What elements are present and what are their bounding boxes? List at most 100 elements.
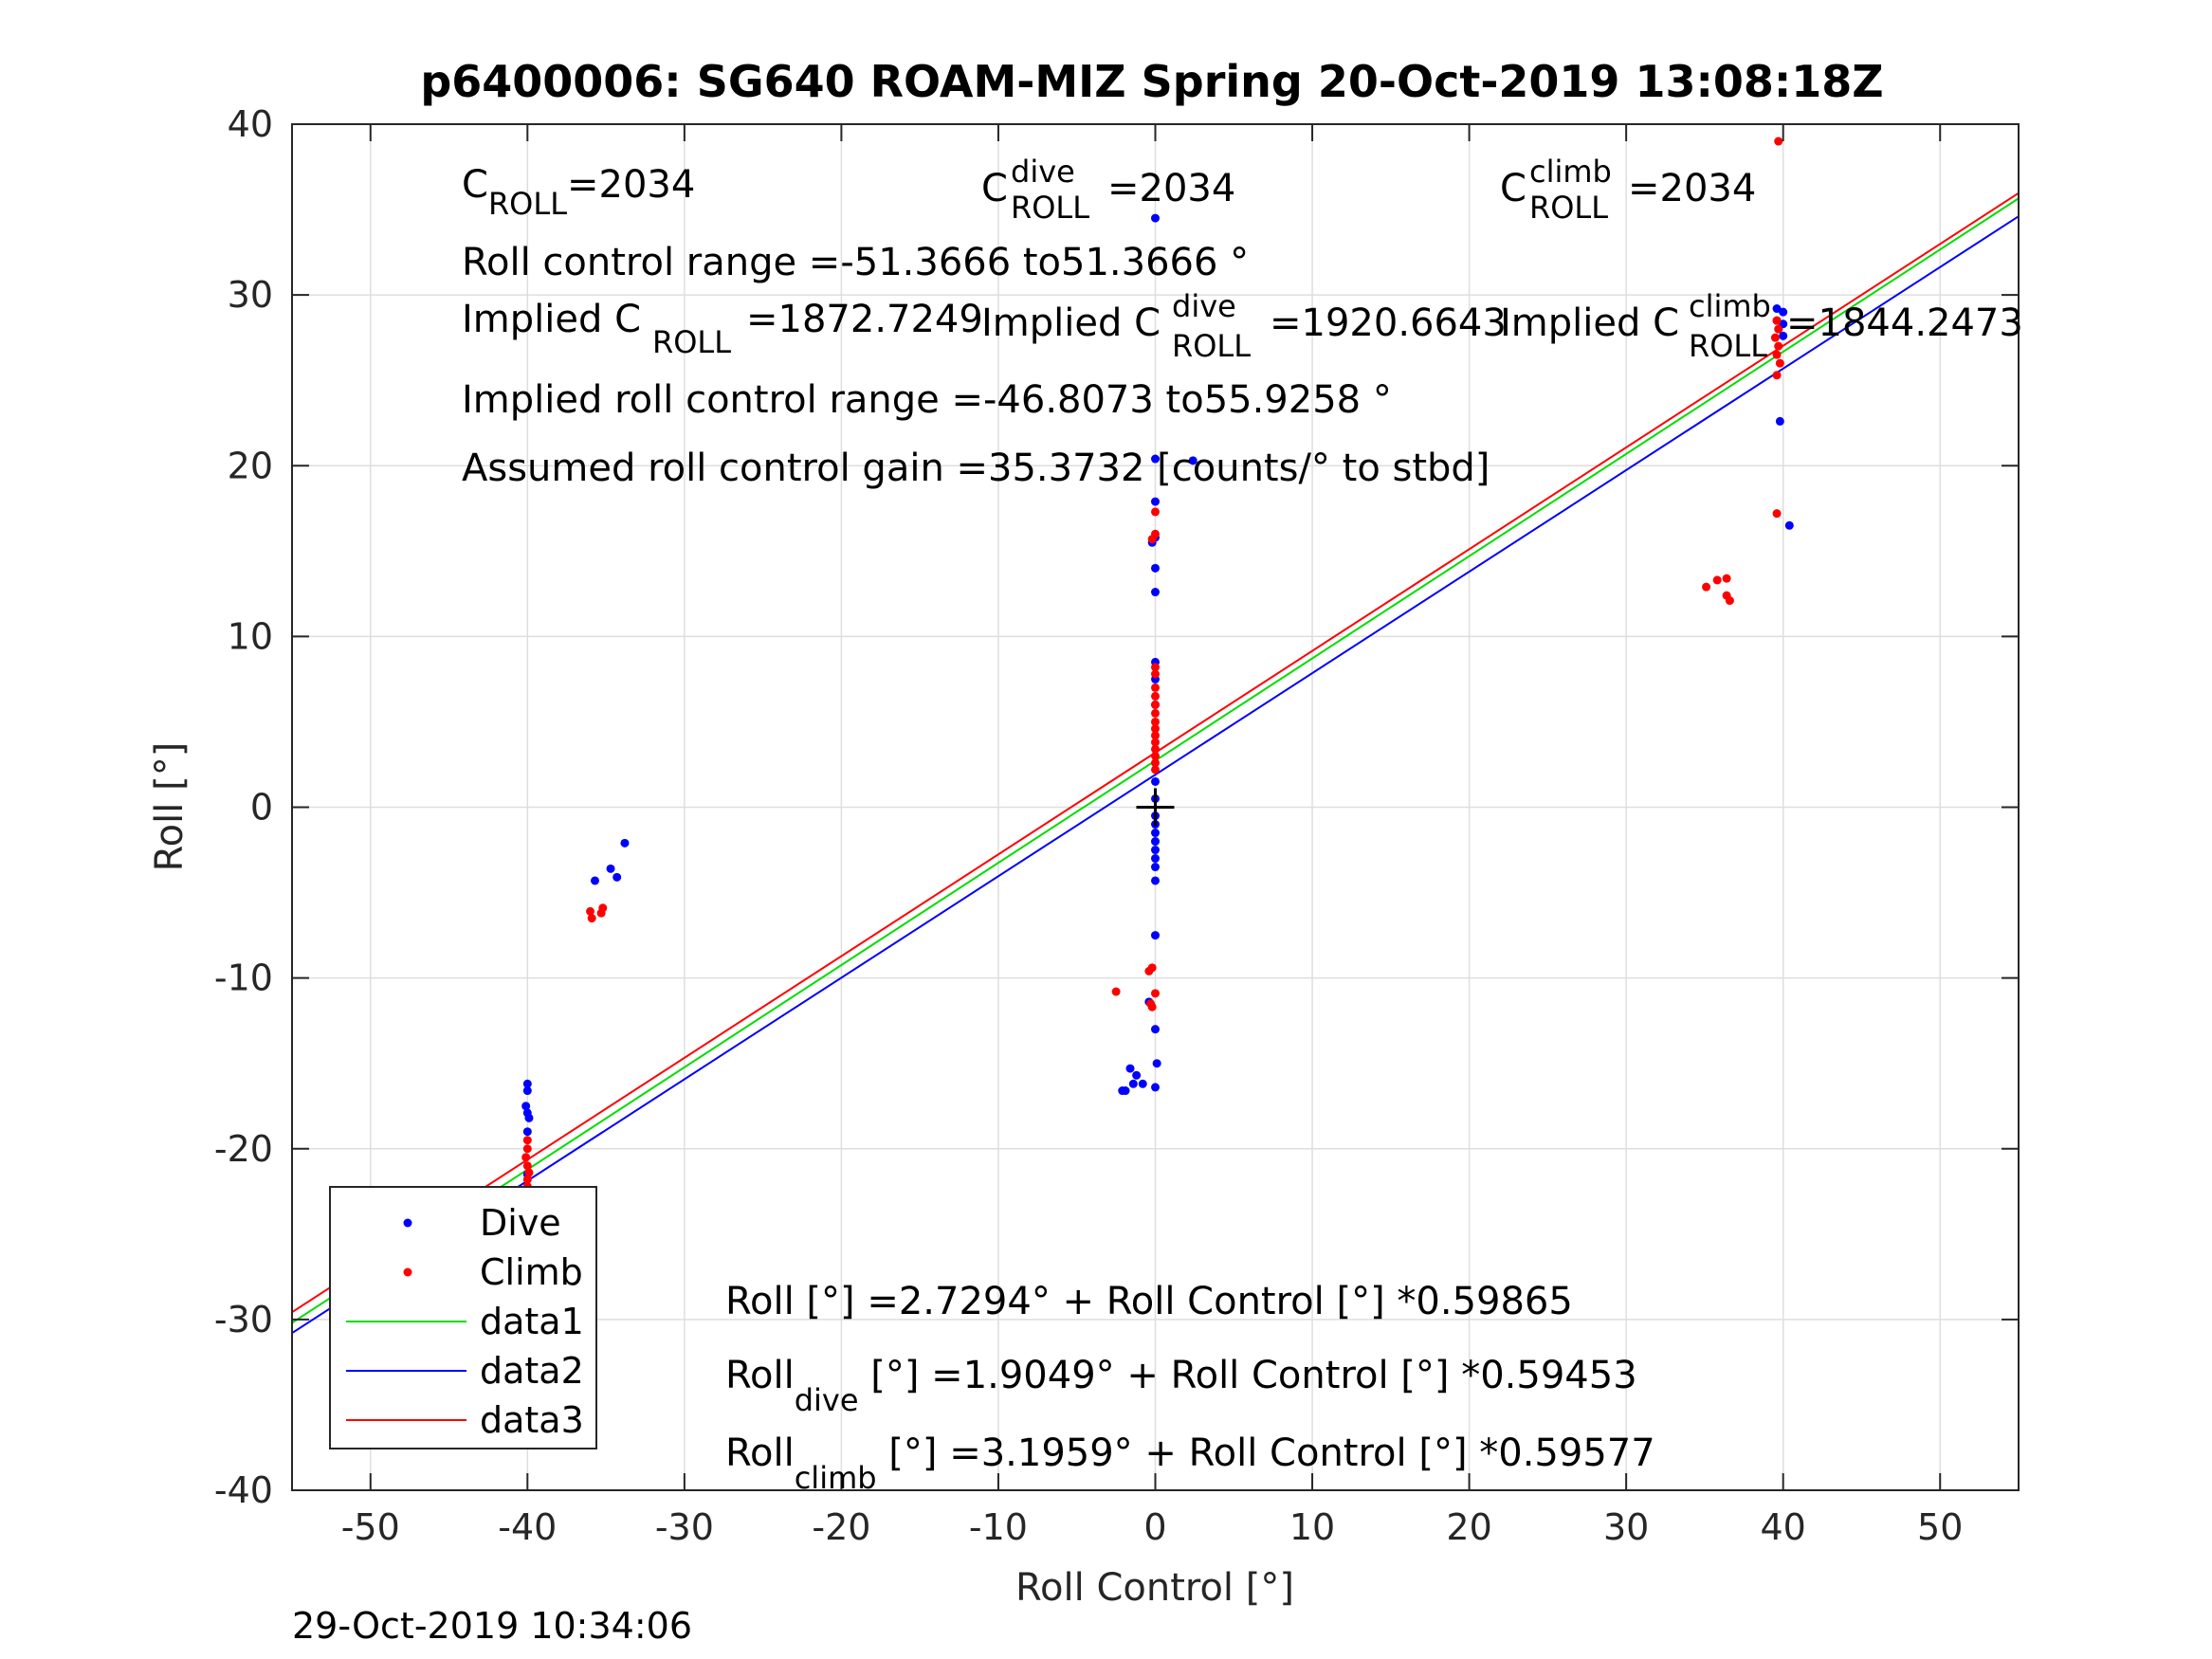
climb-point xyxy=(1772,509,1782,519)
climb-point xyxy=(1151,989,1160,998)
climb-point xyxy=(1774,341,1783,351)
dive-point xyxy=(521,1102,531,1111)
dive-point xyxy=(522,1127,532,1137)
climb-point xyxy=(1147,535,1157,544)
legend-label: Dive xyxy=(480,1202,561,1244)
climb-point xyxy=(1770,333,1780,342)
y-tick-label: -30 xyxy=(214,1299,273,1340)
y-tick-labels: -40 -30 -20 -10 0 10 20 30 40 xyxy=(214,103,273,1511)
dive-point xyxy=(1151,454,1160,464)
dive-point xyxy=(1151,776,1160,786)
legend-label: data2 xyxy=(480,1350,584,1392)
implied-range-annotation: Implied roll control range =-46.8073 to5… xyxy=(462,378,1392,422)
legend: Dive Climb data1 data2 data3 xyxy=(329,1186,597,1449)
legend-label: data3 xyxy=(480,1399,584,1441)
climb-point xyxy=(1772,350,1782,359)
legend-marker-dive xyxy=(403,1218,412,1228)
climb-point xyxy=(1775,358,1784,368)
climb-point xyxy=(1151,724,1160,734)
dive-point xyxy=(1151,1025,1160,1034)
dive-point xyxy=(1151,213,1160,223)
climb-point xyxy=(1151,758,1160,768)
dive-point xyxy=(522,1086,532,1096)
climb-point xyxy=(1147,963,1157,973)
climb-point xyxy=(1151,700,1160,709)
x-tick-label: -40 xyxy=(498,1506,557,1548)
c-roll-annotation: CROLL=2034 xyxy=(462,163,695,222)
climb-point xyxy=(522,1175,532,1184)
legend-label: Climb xyxy=(480,1251,583,1293)
dive-point xyxy=(1151,863,1160,872)
fit-climb-annotation: Rollclimb [°] =3.1959° + Roll Control [°… xyxy=(725,1431,1655,1496)
climb-point xyxy=(1774,137,1783,146)
climb-point xyxy=(521,1153,531,1162)
climb-point xyxy=(1774,324,1783,334)
climb-point xyxy=(1151,663,1160,672)
dive-point xyxy=(524,1113,534,1122)
climb-point xyxy=(1712,575,1722,585)
climb-point xyxy=(522,1144,532,1154)
axis-ticks xyxy=(292,123,2019,1491)
x-tick-label: 40 xyxy=(1761,1506,1806,1548)
x-axis-label: Roll Control [°] xyxy=(1015,1566,1294,1610)
timestamp-label: 29-Oct-2019 10:34:06 xyxy=(292,1605,692,1647)
dive-point xyxy=(1152,1059,1161,1068)
climb-point xyxy=(1772,316,1782,325)
dive-point xyxy=(1151,846,1160,855)
y-tick-label: 10 xyxy=(228,615,273,657)
climb-point xyxy=(524,1168,534,1177)
dive-point xyxy=(1151,854,1160,864)
dive-point xyxy=(620,838,630,848)
dive-point xyxy=(606,864,615,873)
y-tick-label: -40 xyxy=(214,1469,273,1511)
dive-point xyxy=(1121,1086,1130,1096)
dive-point xyxy=(1151,837,1160,847)
dive-point xyxy=(1128,1079,1138,1088)
climb-point xyxy=(1151,744,1160,754)
y-tick-label: -10 xyxy=(214,957,273,999)
x-tick-label: 30 xyxy=(1603,1506,1649,1548)
legend-box xyxy=(329,1186,597,1449)
y-tick-label: 20 xyxy=(228,445,273,486)
climb-point xyxy=(1151,738,1160,747)
climb-point xyxy=(586,906,595,916)
dive-point xyxy=(1151,563,1160,573)
legend-marker-climb xyxy=(403,1267,412,1277)
dive-point xyxy=(1132,1070,1142,1080)
x-tick-labels: -50 -40 -30 -20 -10 0 10 20 30 40 50 xyxy=(341,1506,1964,1548)
climb-point xyxy=(1151,669,1160,679)
dive-point xyxy=(1138,1079,1147,1088)
fit-dive-annotation: Rolldive [°] =1.9049° + Roll Control [°]… xyxy=(725,1354,1637,1418)
fit-all-annotation: Roll [°] =2.7294° + Roll Control [°] *0.… xyxy=(725,1280,1573,1323)
dive-point xyxy=(1151,1083,1160,1092)
climb-point xyxy=(1702,582,1711,592)
c-roll-climb-annotation: CROLLclimb =2034 xyxy=(1500,154,1756,226)
climb-point xyxy=(1151,731,1160,740)
dive-point xyxy=(1779,307,1788,317)
climb-point xyxy=(1147,1002,1157,1012)
legend-items: Dive Climb data1 data2 data3 xyxy=(346,1202,584,1441)
implied-c-roll-annotation: Implied CROLL=1872.7249 xyxy=(462,298,983,360)
climb-point xyxy=(522,1161,532,1171)
climb-point xyxy=(598,903,608,913)
climb-point xyxy=(587,914,596,923)
fit-line-data2 xyxy=(291,215,2020,1335)
gain-annotation: Assumed roll control gain =35.3732 [coun… xyxy=(462,447,1490,490)
climb-point xyxy=(1151,765,1160,775)
x-tick-label: 50 xyxy=(1917,1506,1963,1548)
annotations: CROLL=2034 CROLLdive =2034 CROLLclimb =203… xyxy=(462,154,2023,1496)
climb-point xyxy=(1111,987,1121,996)
dive-point xyxy=(1772,304,1782,314)
dive-point xyxy=(1779,331,1788,340)
climb-point xyxy=(1151,717,1160,726)
x-tick-label: -50 xyxy=(341,1506,400,1548)
dive-point xyxy=(1188,456,1197,465)
climb-point xyxy=(1772,371,1782,380)
implied-c-roll-dive-annotation: Implied CROLLdive =1920.6643 xyxy=(981,288,1507,364)
c-roll-dive-annotation: CROLLdive =2034 xyxy=(981,154,1235,226)
y-tick-label: 0 xyxy=(250,787,273,829)
climb-point xyxy=(1151,683,1160,692)
legend-label: data1 xyxy=(480,1301,584,1342)
y-tick-label: 40 xyxy=(228,103,273,145)
